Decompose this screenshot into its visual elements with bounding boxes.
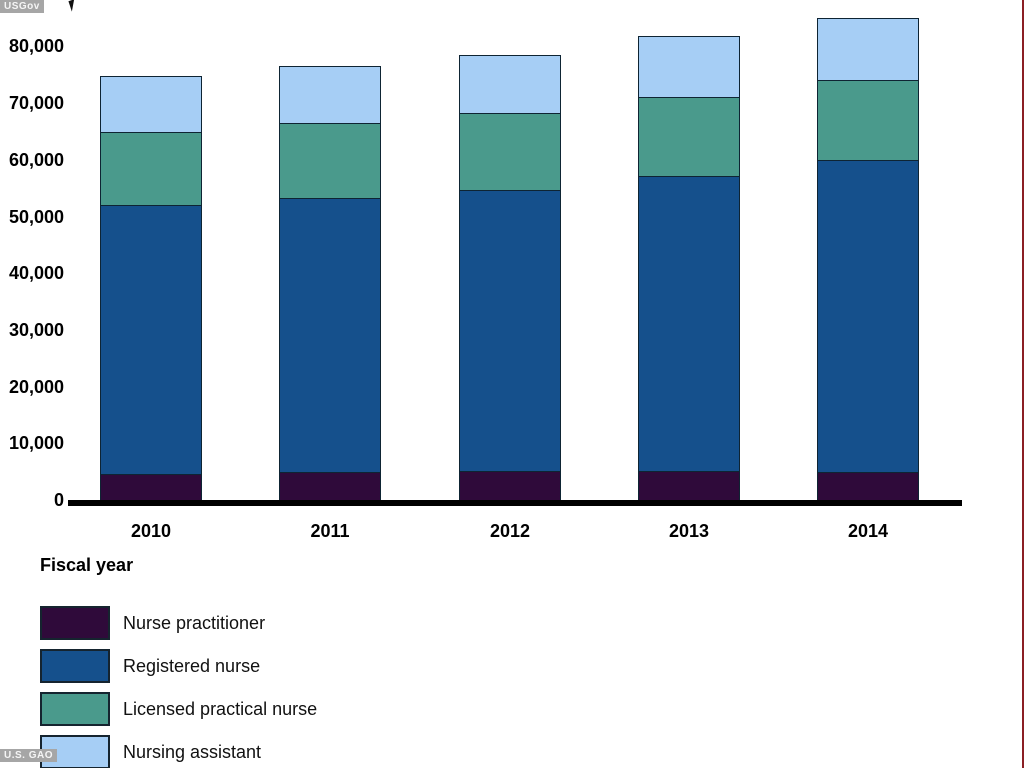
bar-segment-registered-nurse xyxy=(817,161,919,473)
x-axis-tick-label: 2014 xyxy=(847,521,889,541)
bar-segment-licensed-practical-nurse xyxy=(279,124,381,199)
bar-segment-nursing-assistant xyxy=(817,18,919,81)
x-axis-line xyxy=(68,500,962,506)
bar-2013 xyxy=(638,36,740,506)
legend-label: Registered nurse xyxy=(123,656,261,676)
bar-segment-nursing-assistant xyxy=(459,55,561,114)
bar-segment-registered-nurse xyxy=(279,199,381,473)
y-axis-tick-label: 20,000 xyxy=(8,377,64,397)
legend-swatch-registered-nurse xyxy=(40,649,110,683)
legend-label: Nursing assistant xyxy=(123,742,262,762)
y-axis-tick-label: 80,000 xyxy=(8,36,64,56)
x-axis-tick-label: 2013 xyxy=(668,521,710,541)
legend-swatch-nurse-practitioner xyxy=(40,606,110,640)
legend-swatch-licensed-practical-nurse xyxy=(40,692,110,726)
bar-segment-licensed-practical-nurse xyxy=(817,81,919,161)
y-axis-tick-label: 30,000 xyxy=(8,320,64,340)
x-axis-tick-label: 2012 xyxy=(489,521,531,541)
y-axis-tick-label: 10,000 xyxy=(8,433,64,453)
bar-2011 xyxy=(279,66,381,506)
bar-segment-licensed-practical-nurse xyxy=(638,98,740,177)
bar-2012 xyxy=(459,55,561,506)
right-edge-line xyxy=(1022,0,1024,768)
bar-segment-licensed-practical-nurse xyxy=(459,114,561,191)
bar-segment-registered-nurse xyxy=(100,206,202,475)
x-axis-tick-label: 2011 xyxy=(310,521,350,541)
bar-2014 xyxy=(817,18,919,506)
bar-segment-nursing-assistant xyxy=(638,36,740,98)
y-axis-tick-label: 0 xyxy=(53,490,64,510)
gao-watermark: U.S. GAO xyxy=(0,749,58,762)
bar-2010 xyxy=(100,76,202,506)
y-axis-tick-label: 60,000 xyxy=(8,150,64,170)
bar-segment-nursing-assistant xyxy=(279,66,381,124)
x-axis-tick-label: 2010 xyxy=(130,521,172,541)
y-axis-tick-label: 70,000 xyxy=(8,93,64,113)
x-axis-title: Fiscal year xyxy=(40,555,134,575)
y-axis-tick-label: 50,000 xyxy=(8,207,64,227)
legend-label: Licensed practical nurse xyxy=(123,699,318,719)
bar-segment-nursing-assistant xyxy=(100,76,202,133)
bar-segment-licensed-practical-nurse xyxy=(100,133,202,206)
y-axis-tick-label: 40,000 xyxy=(8,263,64,283)
legend-label: Nurse practitioner xyxy=(123,613,266,633)
legend-swatch-nursing-assistant xyxy=(40,735,110,768)
bar-segment-registered-nurse xyxy=(638,177,740,472)
usgov-watermark: USGov xyxy=(0,0,44,13)
bar-segment-registered-nurse xyxy=(459,191,561,472)
